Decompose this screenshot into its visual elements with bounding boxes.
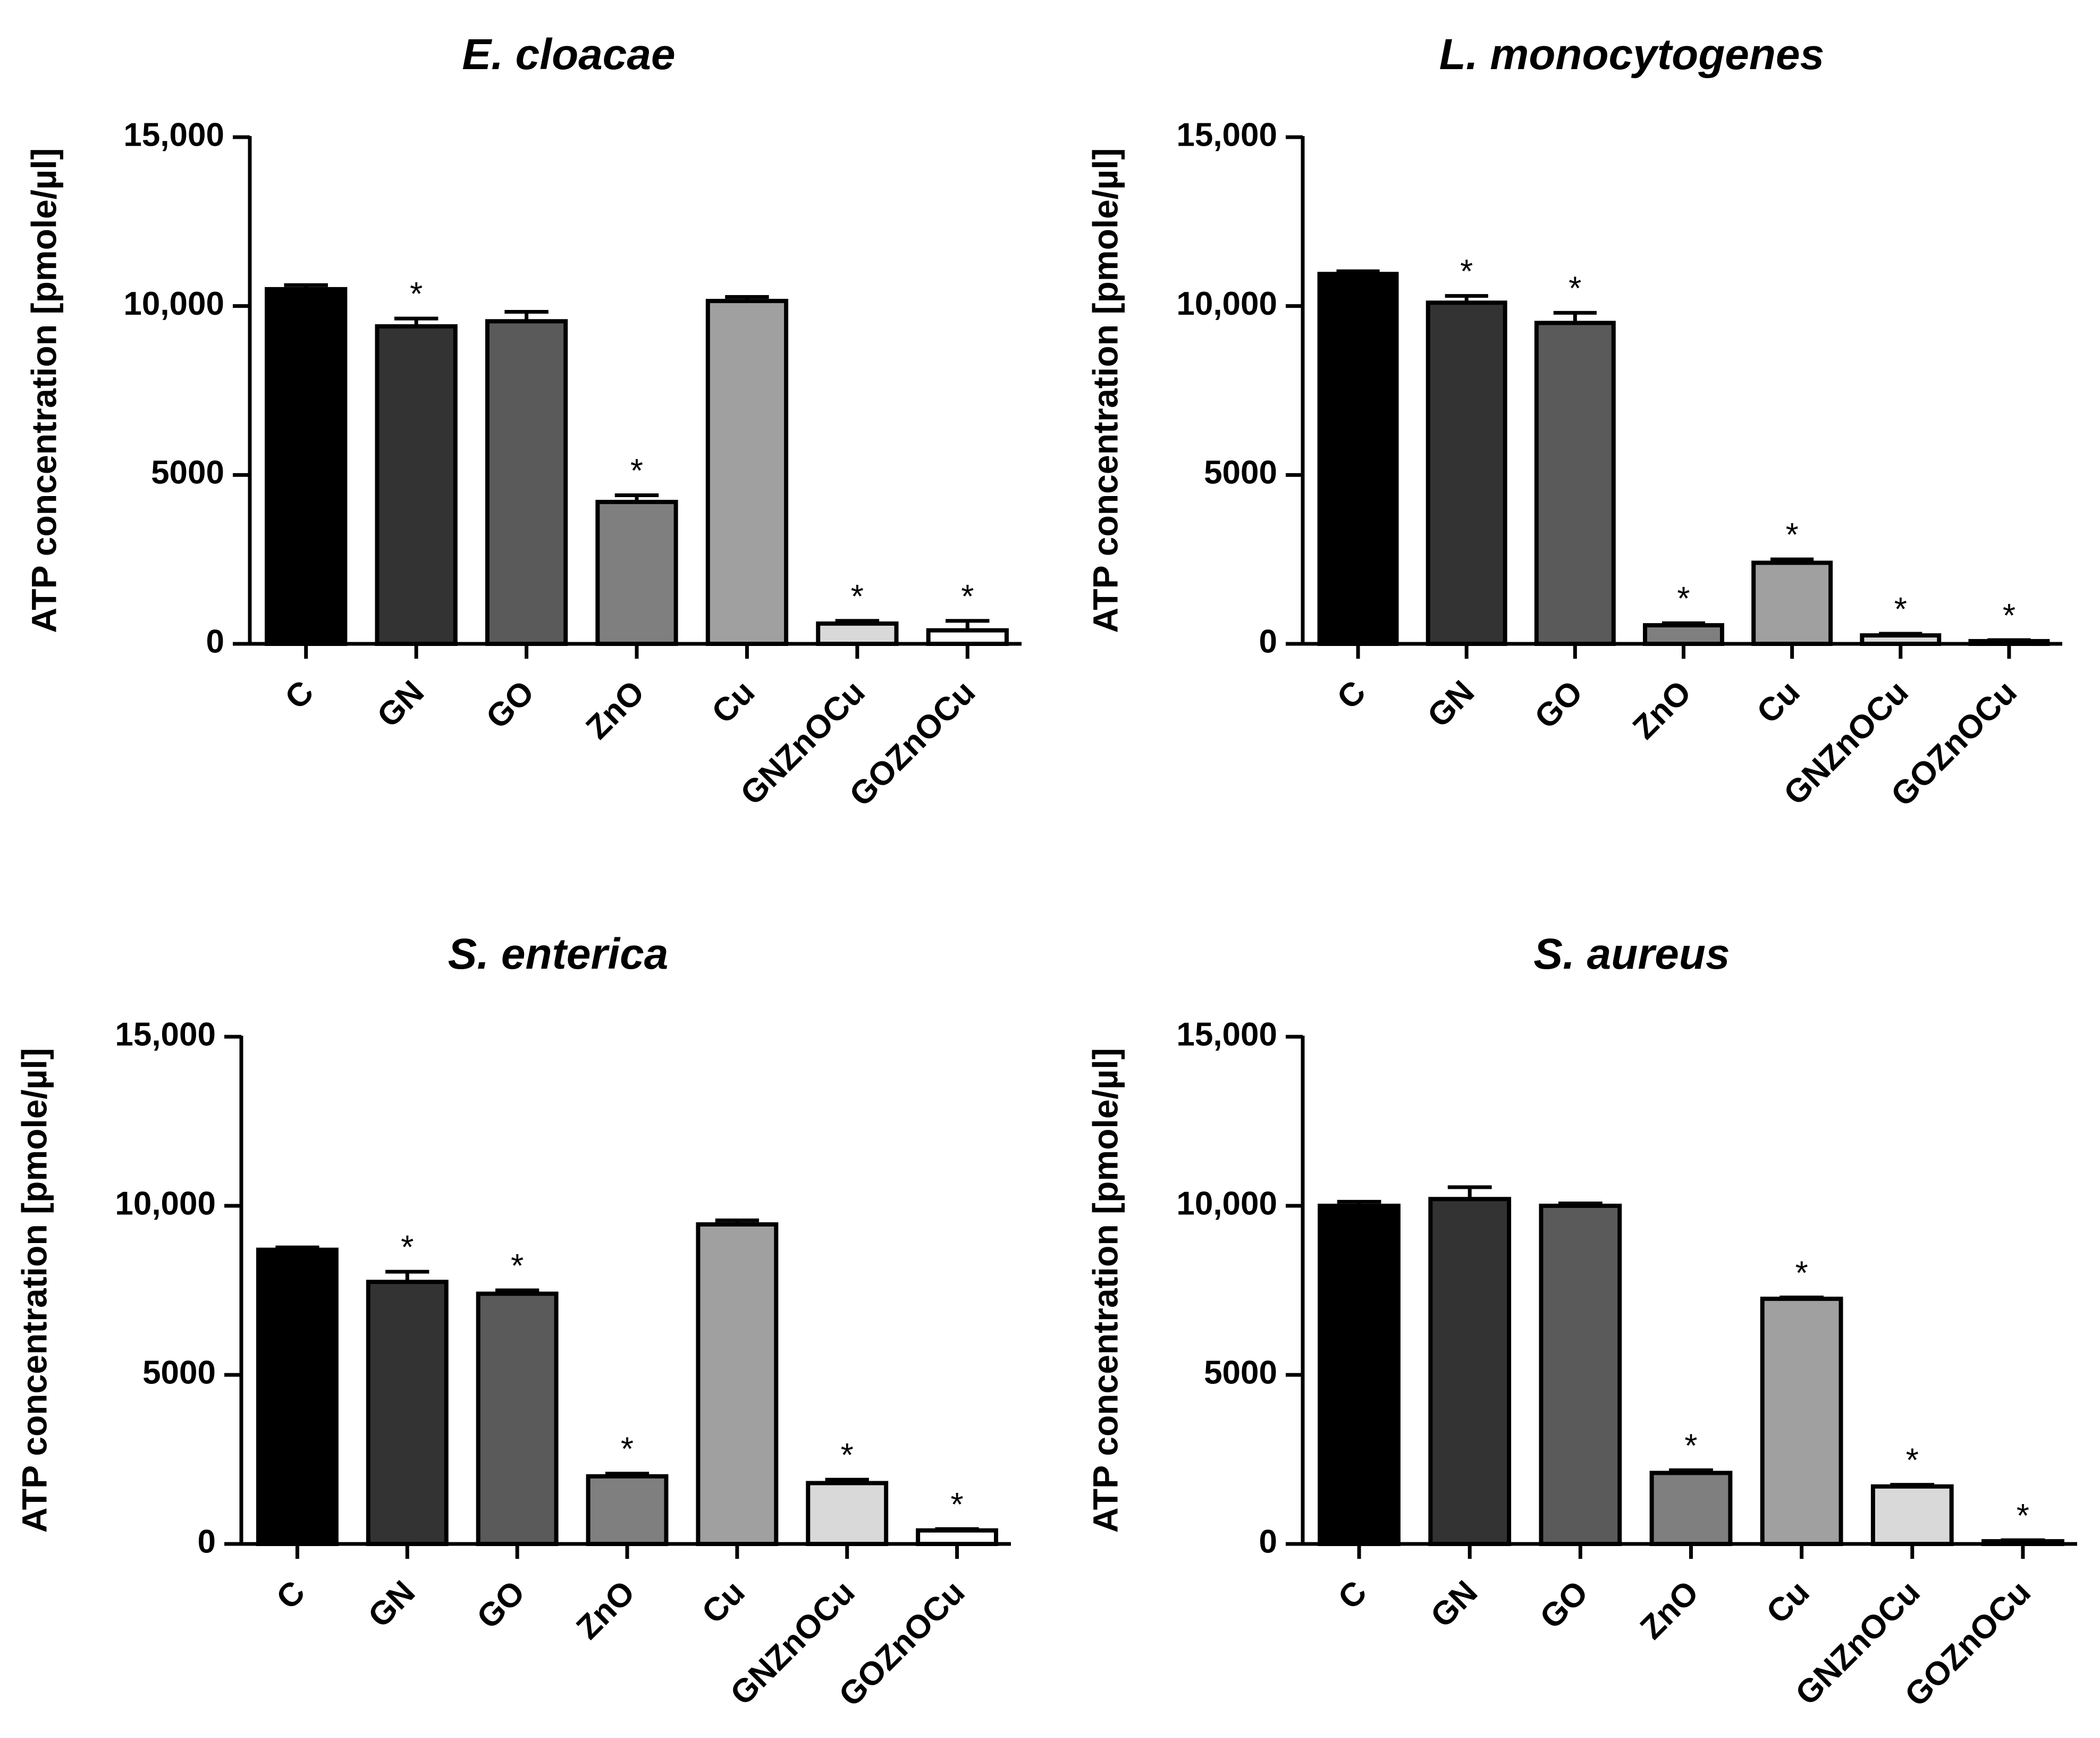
y-tick-label: 5000: [151, 455, 224, 491]
x-tick-label: GN: [370, 674, 431, 735]
bar-zno: [1643, 623, 1724, 646]
bar-zno: [595, 500, 678, 646]
x-tick-label: ZnO: [569, 1574, 642, 1646]
chart-panel-4: S. aureus ATP concentration [pmole/µl] 0 50…: [1085, 930, 2077, 1714]
significance-marker: *: [841, 1437, 854, 1474]
x-tick-label: Cu: [1750, 674, 1807, 731]
y-tick-label: 15,000: [1176, 1016, 1277, 1053]
bar-gnznocu: [1860, 633, 1942, 646]
bar-gn: [1426, 300, 1507, 646]
x-tick-label: GO: [1528, 674, 1590, 736]
y-tick-label: 15,000: [115, 1016, 216, 1053]
bar-gn: [1428, 1197, 1512, 1546]
bar-goznocu: [926, 628, 1009, 646]
x-tick-label: C: [1331, 1574, 1374, 1616]
x-tick-label: ZnO: [1633, 1574, 1706, 1646]
chart-title: S. enterica: [448, 930, 669, 978]
significance-marker: *: [1786, 517, 1799, 553]
bar-zno: [586, 1474, 669, 1547]
bar-go: [1534, 321, 1616, 646]
y-tick-label: 10,000: [1176, 1185, 1277, 1222]
x-tick-label: GN: [1424, 1574, 1485, 1635]
x-tick-label: C: [1330, 674, 1373, 716]
y-axis-label: ATP concentration [pmole/µl]: [24, 148, 63, 633]
bar-gn: [366, 1280, 449, 1547]
significance-marker: *: [851, 578, 864, 615]
significance-marker: *: [2003, 598, 2015, 634]
y-tick-label: 5000: [142, 1354, 216, 1391]
x-tick-label: GN: [361, 1574, 423, 1635]
x-tick-label: GN: [1421, 674, 1482, 735]
significance-marker: *: [961, 578, 974, 615]
chart-title: L. monocytogenes: [1439, 30, 1824, 79]
bar-cu: [1751, 560, 1833, 646]
x-tick-label: ZnO: [579, 674, 651, 746]
y-tick-label: 0: [198, 1523, 216, 1560]
chart-panel-2: L. monocytogenes ATP concentration [pmole…: [1085, 30, 2062, 813]
y-tick-label: 15,000: [123, 116, 224, 153]
x-tick-label: Cu: [695, 1574, 752, 1631]
x-tick-label: ZnO: [1626, 674, 1698, 746]
chart-title: S. aureus: [1533, 930, 1730, 978]
chart-title: E. cloacae: [462, 30, 675, 79]
bar-go: [476, 1291, 559, 1547]
significance-marker: *: [1684, 1428, 1697, 1464]
x-tick-label: GO: [470, 1574, 532, 1636]
y-tick-label: 10,000: [123, 286, 224, 322]
significance-marker: *: [1894, 591, 1907, 628]
bar-go: [1539, 1204, 1622, 1546]
bar-gnznocu: [1870, 1484, 1954, 1546]
significance-marker: *: [951, 1487, 964, 1523]
bar-c: [265, 287, 348, 646]
bar-gnznocu: [806, 1481, 889, 1547]
bar-cu: [705, 299, 789, 646]
y-axis-label: ATP concentration [pmole/µl]: [1085, 148, 1125, 633]
significance-marker: *: [410, 276, 423, 313]
bar-goznocu: [1981, 1539, 2064, 1547]
significance-marker: *: [1677, 581, 1690, 617]
significance-marker: *: [1906, 1442, 1919, 1479]
y-axis-label: ATP concentration [pmole/µl]: [14, 1048, 54, 1533]
chart-panel-1: E. cloacae ATP concentration [pmole/µl] 0 5…: [24, 30, 1022, 813]
bar-cu: [1760, 1296, 1843, 1546]
x-tick-label: GO: [479, 674, 541, 736]
chart-panel-3: S. enterica ATP concentration [pmole/µl] 0…: [14, 930, 1011, 1714]
y-tick-label: 10,000: [1176, 286, 1277, 322]
significance-marker: *: [1568, 270, 1581, 307]
x-tick-label: GO: [1533, 1574, 1595, 1636]
significance-marker: *: [511, 1248, 524, 1284]
y-tick-label: 5000: [1204, 455, 1277, 491]
y-tick-label: 0: [1259, 1523, 1277, 1560]
bar-cu: [696, 1222, 779, 1546]
bar-goznocu: [1968, 639, 2050, 646]
y-tick-label: 0: [1259, 623, 1277, 660]
y-tick-label: 10,000: [115, 1185, 216, 1222]
bar-go: [485, 319, 568, 646]
bar-c: [256, 1247, 339, 1546]
significance-marker: *: [621, 1431, 634, 1468]
significance-marker: *: [1795, 1255, 1808, 1291]
x-tick-label: C: [269, 1574, 312, 1616]
bar-zno: [1649, 1471, 1733, 1546]
y-axis-label: ATP concentration [pmole/µl]: [1085, 1048, 1125, 1533]
x-tick-label: Cu: [1759, 1574, 1816, 1631]
y-tick-label: 15,000: [1176, 116, 1277, 153]
x-tick-label: Cu: [705, 674, 762, 731]
significance-marker: *: [401, 1229, 414, 1266]
significance-marker: *: [1460, 254, 1473, 290]
significance-marker: *: [2017, 1498, 2029, 1534]
bar-c: [1318, 1204, 1401, 1546]
bar-gnznocu: [816, 621, 899, 646]
x-tick-label: C: [278, 674, 321, 716]
significance-marker: *: [630, 452, 643, 489]
bar-goznocu: [916, 1528, 999, 1547]
bar-gn: [375, 324, 458, 646]
bar-c: [1317, 272, 1399, 646]
y-tick-label: 0: [206, 623, 224, 660]
y-tick-label: 5000: [1204, 1354, 1277, 1391]
